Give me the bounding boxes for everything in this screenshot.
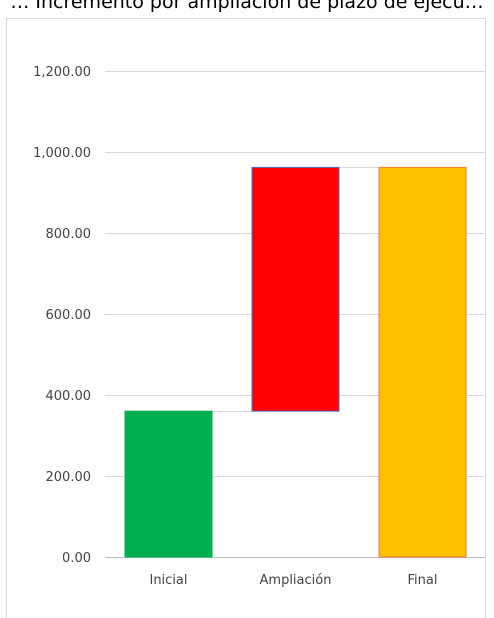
y-tick-label: 400.00	[46, 389, 92, 404]
x-category-label: Inicial	[149, 573, 187, 588]
y-tick-label: 1,200.00	[33, 65, 91, 80]
x-category-label: Ampliación	[260, 573, 332, 588]
y-tick-label: 800.00	[46, 227, 92, 242]
bar-ampliacion	[251, 166, 340, 412]
y-tick-label: 600.00	[46, 308, 92, 323]
bar-final	[378, 166, 467, 558]
y-tick-label: 200.00	[46, 470, 92, 485]
bar-inicial	[124, 410, 213, 558]
y-tick-label: 0.00	[62, 551, 91, 566]
x-category-label: Final	[408, 573, 438, 588]
y-tick-label: 1,000.00	[33, 146, 91, 161]
chart-title-clipped: … Incremento por ampliación de plazo de …	[10, 0, 484, 13]
